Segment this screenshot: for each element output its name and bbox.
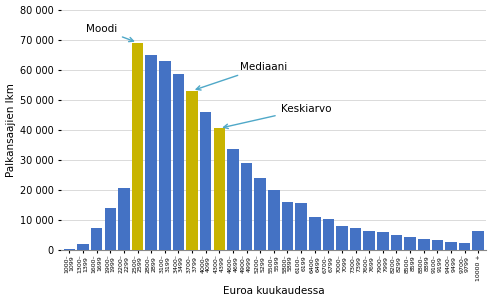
Text: Mediaani: Mediaani	[196, 62, 287, 90]
Text: Moodi: Moodi	[86, 24, 133, 42]
Bar	[146, 55, 157, 250]
Bar	[173, 74, 184, 250]
Bar	[118, 188, 130, 250]
Bar	[91, 227, 102, 250]
Bar	[472, 230, 484, 250]
Bar	[459, 243, 470, 250]
Bar	[214, 128, 225, 250]
Bar	[282, 202, 293, 250]
Bar	[377, 232, 389, 250]
Text: Keskiarvo: Keskiarvo	[223, 104, 331, 129]
Bar	[445, 242, 457, 250]
Bar	[309, 217, 320, 250]
Bar	[159, 61, 171, 250]
Bar	[241, 163, 252, 250]
Bar	[186, 91, 198, 250]
Bar	[254, 178, 266, 250]
Bar	[63, 249, 75, 250]
Bar	[77, 244, 89, 250]
Bar	[104, 208, 116, 250]
Bar	[227, 149, 239, 250]
Bar	[364, 230, 375, 250]
Bar	[418, 239, 430, 250]
Bar	[323, 219, 334, 250]
Bar	[295, 204, 307, 250]
Bar	[200, 112, 212, 250]
Bar	[132, 43, 143, 250]
X-axis label: Euroa kuukaudessa: Euroa kuukaudessa	[223, 286, 325, 297]
Bar	[336, 226, 348, 250]
Bar	[431, 240, 443, 250]
Bar	[268, 190, 279, 250]
Y-axis label: Palkansaajien lkm: Palkansaajien lkm	[5, 83, 16, 177]
Bar	[391, 235, 402, 250]
Bar	[350, 228, 362, 250]
Bar	[404, 236, 416, 250]
